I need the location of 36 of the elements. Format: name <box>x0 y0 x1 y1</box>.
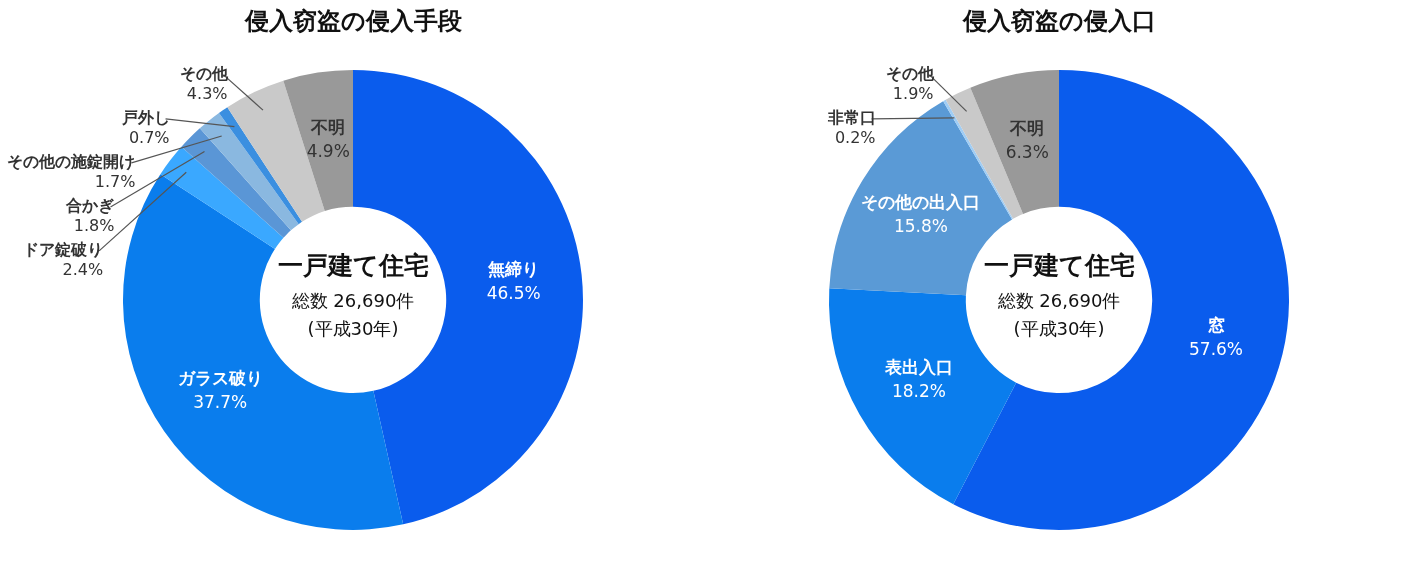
slice-label: その他の施錠開け <box>7 152 136 172</box>
data-label: 6.3% <box>1005 141 1049 162</box>
slice-label: 窓 <box>1207 314 1225 335</box>
slice-label: 非常口 <box>826 108 876 128</box>
slice-label: 不明 <box>1009 117 1045 138</box>
slice-label: 戸外し <box>120 108 170 128</box>
slice-label: その他 <box>885 64 935 84</box>
text: 一戸建て住宅 <box>983 251 1135 281</box>
slice-label: ガラス破り <box>177 368 263 389</box>
data-label: 37.7% <box>193 392 248 413</box>
text: 総数 26,690件 <box>290 289 415 311</box>
data-label: 4.9% <box>306 140 350 161</box>
chart-title: 侵入窃盗の侵入手段 <box>243 6 463 35</box>
data-label: 0.2% <box>834 128 876 148</box>
slice-label: その他 <box>179 64 229 84</box>
slice-label: ドア錠破り <box>23 240 104 260</box>
text: (平成30年) <box>307 317 399 339</box>
data-label: 57.6% <box>1189 338 1244 359</box>
slice-label: 合かぎ <box>65 196 115 216</box>
slice-label: 表出入口 <box>883 356 953 377</box>
data-label: 18.2% <box>891 380 946 401</box>
data-label: 46.5% <box>486 282 541 303</box>
text: 一戸建て住宅 <box>277 251 429 281</box>
data-label: 1.9% <box>892 84 934 104</box>
data-label: 4.3% <box>186 84 228 104</box>
chart-title: 侵入窃盗の侵入口 <box>961 6 1156 35</box>
data-label: 15.8% <box>893 216 948 237</box>
data-label: 2.4% <box>62 260 104 280</box>
slice-label: 不明 <box>310 116 346 137</box>
text: 総数 26,690件 <box>996 289 1121 311</box>
slice-label: 無締り <box>487 258 540 279</box>
data-label: 1.8% <box>73 216 115 236</box>
data-label: 0.7% <box>128 128 170 148</box>
data-label: 1.7% <box>94 172 136 192</box>
text: (平成30年) <box>1013 317 1105 339</box>
slice-label: その他の出入口 <box>861 192 981 213</box>
